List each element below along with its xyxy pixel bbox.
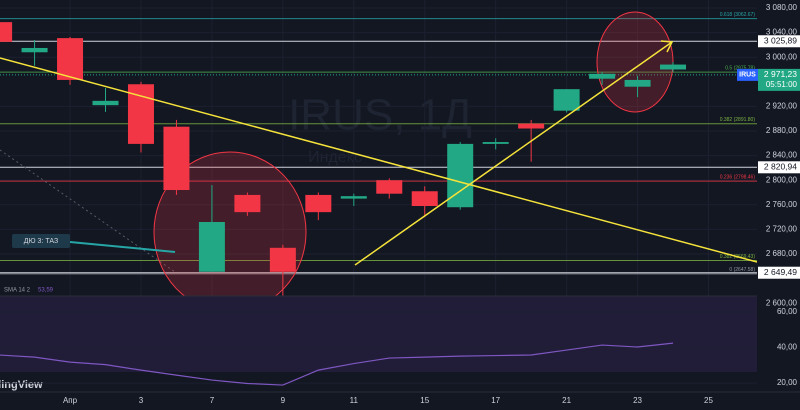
candles (0, 22, 687, 298)
fib-label: 0.236 (2798.46) (720, 174, 756, 180)
countdown: 05:51:00 (766, 80, 798, 89)
x-tick-label: 9 (281, 396, 286, 405)
watermark: IRUS, 1Д (288, 91, 472, 140)
y-tick-label: 2 920,00 (766, 101, 798, 110)
x-tick-label: 11 (350, 396, 359, 405)
y-tick-label: 3 000,00 (766, 52, 798, 61)
price-label: 3 025,89 (764, 36, 797, 46)
candle-body (482, 142, 509, 144)
y-tick-label: 2 720,00 (766, 224, 798, 233)
price-label-box (758, 266, 800, 279)
candle-body (589, 73, 616, 79)
trend-line (0, 57, 758, 263)
y-tick-label: 2 600,00 (766, 298, 798, 307)
fib-label: 0 (2647.58) (729, 267, 755, 273)
candle-body (0, 22, 13, 42)
y-tick-label: 2 880,00 (766, 126, 798, 135)
candle-body (163, 126, 190, 191)
candle-body (518, 123, 545, 129)
y-tick-label: 3 080,00 (766, 3, 798, 12)
arrow-head (660, 40, 674, 53)
candle-body (411, 191, 438, 206)
candle-body (21, 47, 48, 53)
price-label: 2 820,94 (764, 162, 797, 172)
price-label-box (758, 35, 800, 48)
indicator-tick-label: 20,00 (777, 378, 798, 387)
y-tick-label: 2 800,00 (766, 175, 798, 184)
candle-body (660, 64, 687, 70)
x-tick-label: 7 (210, 396, 215, 405)
candle-body (624, 79, 651, 87)
dashed-line (0, 149, 176, 273)
x-tick-label: 21 (562, 396, 571, 405)
x-tick-label: 25 (704, 396, 713, 405)
candle-body (553, 89, 580, 111)
indicator-value: 53,59 (38, 288, 54, 294)
current-price-box (758, 68, 800, 91)
candle-body (234, 194, 261, 213)
fib-label: 0.5 (2975.78) (725, 65, 755, 71)
indicator-name: SMA 14 2 (4, 288, 31, 294)
indicator-tick-label: 60,00 (777, 307, 798, 316)
candle-body (198, 221, 225, 272)
annotation: ДЮ 3: ТАЗ (24, 238, 58, 245)
fib-label: 0.618 (3062.67) (720, 12, 756, 18)
x-tick-label: Апр (63, 396, 78, 405)
price-label: 2 649,49 (764, 267, 797, 277)
candle-body (305, 194, 332, 213)
price-axis (757, 0, 800, 410)
brand: TradingView (0, 379, 43, 391)
price-label-box (758, 161, 800, 174)
x-tick-label: 3 (139, 396, 144, 405)
y-tick-label: 3 040,00 (766, 28, 798, 37)
y-tick-label: 2 680,00 (766, 249, 798, 258)
trend-arrow (354, 41, 673, 266)
y-tick-label: 2 760,00 (766, 200, 798, 209)
candle-body (376, 180, 403, 194)
symbol-label: IRUS (739, 72, 756, 79)
indicator-line (0, 342, 674, 386)
candle-body (269, 247, 296, 272)
axes: 3 080,00 3 040,00 3 000,00 2 920,00 2 880,00… (63, 3, 800, 405)
indicator-tick-label: 40,00 (777, 343, 798, 352)
x-tick-label: 17 (491, 396, 500, 405)
current-price-label: 2 971,23 (764, 69, 797, 79)
symbol-box (737, 68, 758, 81)
indicator-band (0, 296, 757, 372)
candle-body (92, 100, 119, 106)
y-tick-label: 2 840,00 (766, 151, 798, 160)
annotation-box (12, 234, 70, 248)
highlight-ellipse (596, 11, 674, 113)
fib-label: 0.382 (2891.80) (720, 117, 756, 123)
x-tick-label: 15 (420, 396, 429, 405)
watermark-sub: Индекс (308, 149, 362, 166)
candle-body (340, 196, 367, 199)
indicator-panel: SMA 14 2 53,59 TradingView (0, 288, 757, 392)
annotation-line (69, 241, 176, 253)
x-tick-label: 23 (633, 396, 642, 405)
candle-body (57, 38, 84, 80)
